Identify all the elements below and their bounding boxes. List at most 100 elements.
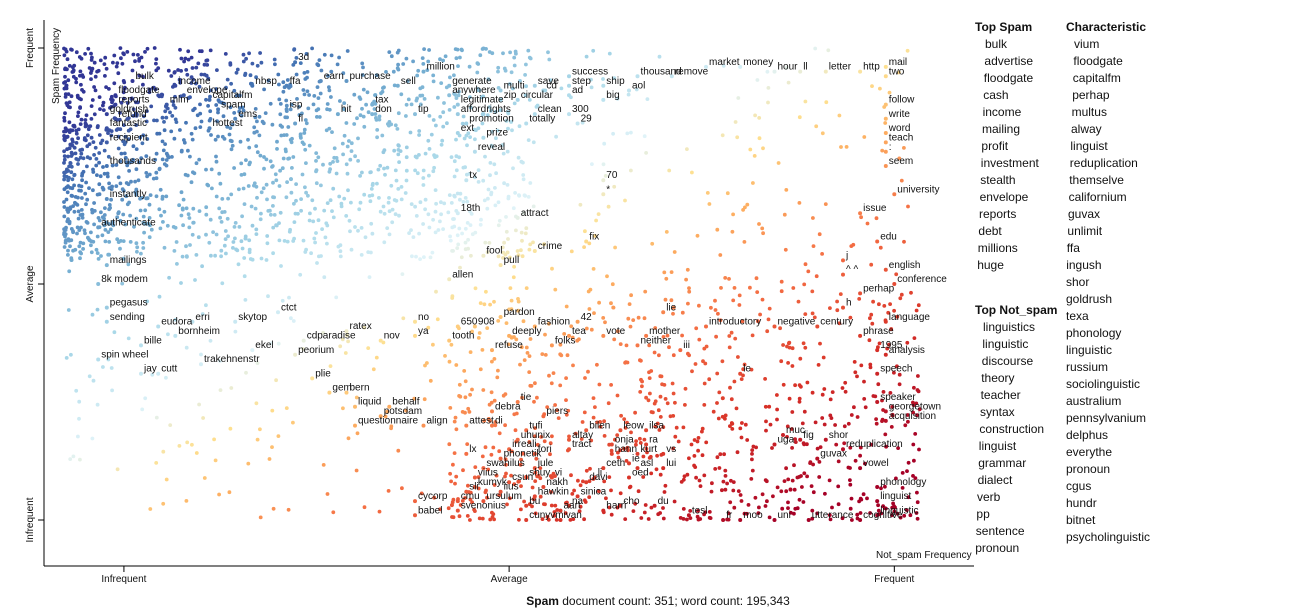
- term-point[interactable]: [653, 424, 658, 429]
- term-point[interactable]: [559, 86, 564, 91]
- term-point[interactable]: [438, 507, 442, 512]
- term-point[interactable]: [453, 415, 458, 420]
- term-point[interactable]: [133, 59, 137, 64]
- term-point[interactable]: [420, 85, 425, 90]
- term-point[interactable]: [266, 209, 271, 213]
- term-point[interactable]: [628, 324, 633, 329]
- term-point[interactable]: [514, 228, 518, 233]
- term-point[interactable]: [668, 414, 673, 419]
- term-point[interactable]: [506, 237, 510, 241]
- term-point[interactable]: [116, 127, 120, 131]
- term-point[interactable]: [481, 253, 486, 258]
- characteristic-term[interactable]: goldrush: [1066, 292, 1113, 306]
- term-label[interactable]: shuy: [529, 468, 550, 479]
- term-point[interactable]: [418, 200, 423, 205]
- term-point[interactable]: [912, 385, 916, 390]
- term-point[interactable]: [742, 511, 747, 516]
- term-point[interactable]: [765, 329, 770, 334]
- term-point[interactable]: [592, 475, 597, 480]
- term-point[interactable]: [501, 256, 505, 260]
- term-point[interactable]: [704, 324, 708, 329]
- term-label[interactable]: two: [889, 66, 905, 77]
- term-point[interactable]: [883, 484, 887, 489]
- term-point[interactable]: [766, 317, 771, 322]
- term-point[interactable]: [221, 114, 226, 119]
- term-label[interactable]: income: [178, 76, 211, 87]
- term-point[interactable]: [778, 326, 782, 331]
- term-point[interactable]: [468, 518, 472, 522]
- term-point[interactable]: [66, 178, 70, 183]
- term-point[interactable]: [452, 91, 456, 96]
- term-point[interactable]: [130, 159, 135, 164]
- term-point[interactable]: [222, 101, 227, 106]
- term-label[interactable]: anywhere: [452, 85, 496, 96]
- term-point[interactable]: [86, 235, 90, 240]
- term-point[interactable]: [274, 223, 279, 228]
- term-point[interactable]: [862, 397, 867, 401]
- term-point[interactable]: [517, 124, 522, 129]
- term-point[interactable]: [417, 153, 421, 157]
- term-point[interactable]: [147, 235, 152, 240]
- term-point[interactable]: [308, 211, 312, 216]
- term-point[interactable]: [97, 160, 101, 165]
- term-point[interactable]: [463, 226, 468, 231]
- term-point[interactable]: [704, 440, 709, 445]
- term-point[interactable]: [166, 68, 171, 73]
- term-point[interactable]: [705, 191, 710, 195]
- term-point[interactable]: [106, 154, 111, 159]
- term-point[interactable]: [365, 90, 370, 95]
- term-point[interactable]: [484, 47, 488, 51]
- term-point[interactable]: [765, 499, 769, 504]
- term-point[interactable]: [609, 301, 613, 306]
- term-point[interactable]: [286, 156, 290, 161]
- term-point[interactable]: [685, 147, 689, 152]
- term-point[interactable]: [466, 237, 470, 242]
- term-point[interactable]: [96, 216, 101, 220]
- term-point[interactable]: [450, 515, 454, 519]
- term-point[interactable]: [404, 102, 409, 107]
- term-point[interactable]: [244, 370, 248, 375]
- term-point[interactable]: [331, 160, 335, 164]
- term-point[interactable]: [133, 179, 138, 184]
- term-label[interactable]: kurt: [641, 444, 658, 455]
- term-point[interactable]: [904, 508, 909, 512]
- term-point[interactable]: [673, 434, 678, 439]
- term-point[interactable]: [76, 216, 81, 221]
- term-point[interactable]: [64, 197, 69, 202]
- term-point[interactable]: [601, 508, 606, 513]
- term-point[interactable]: [327, 85, 331, 90]
- term-point[interactable]: [738, 426, 743, 431]
- term-point[interactable]: [456, 93, 461, 98]
- term-point[interactable]: [126, 182, 131, 187]
- term-point[interactable]: [92, 153, 96, 157]
- term-point[interactable]: [657, 428, 662, 432]
- term-point[interactable]: [102, 213, 107, 217]
- term-label[interactable]: reduplication: [846, 439, 903, 450]
- term-point[interactable]: [792, 487, 797, 492]
- term-point[interactable]: [464, 121, 469, 126]
- term-point[interactable]: [671, 305, 676, 310]
- term-point[interactable]: [618, 448, 623, 453]
- term-point[interactable]: [527, 440, 532, 444]
- term-point[interactable]: [362, 325, 367, 330]
- term-point[interactable]: [220, 197, 225, 201]
- term-point[interactable]: [422, 97, 427, 101]
- term-label[interactable]: circular: [521, 90, 554, 101]
- term-point[interactable]: [62, 177, 66, 182]
- term-label[interactable]: reveal: [478, 142, 505, 153]
- term-point[interactable]: [64, 238, 69, 243]
- term-point[interactable]: [520, 451, 525, 456]
- term-point[interactable]: [775, 485, 780, 490]
- term-point[interactable]: [314, 169, 318, 174]
- term-point[interactable]: [797, 115, 802, 120]
- term-point[interactable]: [736, 96, 741, 100]
- term-label[interactable]: floodgate: [118, 85, 160, 96]
- term-label[interactable]: ceth: [606, 458, 625, 469]
- term-point[interactable]: [618, 342, 623, 346]
- term-point[interactable]: [67, 269, 72, 274]
- term-point[interactable]: [142, 230, 147, 235]
- term-point[interactable]: [360, 73, 365, 77]
- term-point[interactable]: [237, 187, 241, 192]
- term-point[interactable]: [494, 473, 499, 478]
- term-label[interactable]: hawkin: [538, 486, 569, 497]
